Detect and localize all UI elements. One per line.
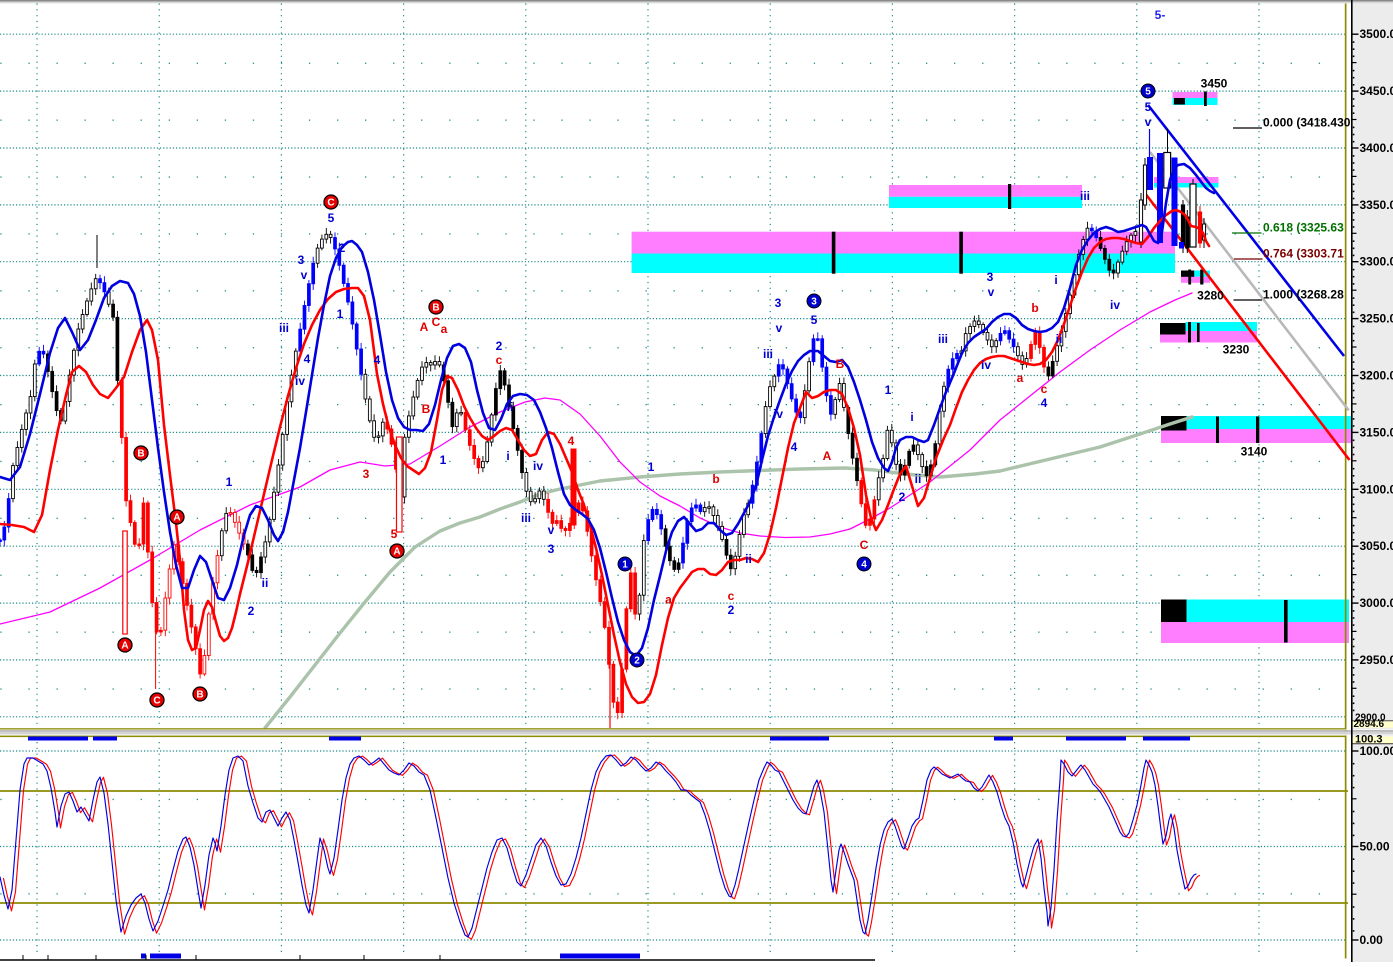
svg-text:3350.0: 3350.0 bbox=[1360, 198, 1393, 212]
svg-text:4: 4 bbox=[791, 440, 798, 454]
svg-text:4: 4 bbox=[304, 352, 311, 366]
svg-text:3: 3 bbox=[298, 253, 305, 267]
svg-text:2950.0: 2950.0 bbox=[1360, 653, 1393, 667]
svg-text:4: 4 bbox=[861, 560, 867, 571]
svg-text:iii: iii bbox=[763, 347, 773, 361]
svg-text:C: C bbox=[153, 696, 160, 707]
svg-text:4: 4 bbox=[568, 434, 575, 448]
svg-text:i: i bbox=[1054, 273, 1057, 287]
svg-text:iv: iv bbox=[981, 358, 991, 372]
svg-text:v: v bbox=[548, 523, 555, 537]
svg-text:3: 3 bbox=[775, 296, 782, 310]
svg-text:c: c bbox=[496, 353, 503, 367]
svg-text:3150.0: 3150.0 bbox=[1360, 425, 1393, 439]
svg-text:3: 3 bbox=[811, 297, 817, 308]
svg-text:ii: ii bbox=[507, 400, 514, 414]
svg-text:1: 1 bbox=[622, 560, 628, 571]
svg-text:b: b bbox=[712, 472, 719, 486]
svg-text:2: 2 bbox=[634, 656, 640, 667]
svg-text:B: B bbox=[432, 303, 439, 314]
svg-text:b: b bbox=[1031, 301, 1038, 315]
svg-text:iv: iv bbox=[533, 459, 543, 473]
svg-text:iii: iii bbox=[521, 511, 531, 525]
svg-text:C: C bbox=[432, 315, 441, 329]
svg-text:3000.0: 3000.0 bbox=[1360, 596, 1393, 610]
svg-text:ii: ii bbox=[1056, 332, 1063, 346]
svg-text:ii: ii bbox=[915, 472, 922, 486]
svg-text:A: A bbox=[420, 320, 429, 334]
svg-text:v: v bbox=[301, 268, 308, 282]
svg-text:2: 2 bbox=[248, 604, 255, 618]
svg-text:a: a bbox=[1017, 371, 1024, 385]
svg-text:3250.0: 3250.0 bbox=[1360, 312, 1393, 326]
svg-text:a: a bbox=[441, 322, 448, 336]
svg-text:5: 5 bbox=[811, 313, 818, 327]
svg-text:3450.0: 3450.0 bbox=[1360, 84, 1393, 98]
svg-text:B: B bbox=[137, 449, 144, 460]
svg-text:5-: 5- bbox=[1155, 8, 1166, 22]
svg-text:2: 2 bbox=[728, 603, 735, 617]
svg-text:3050.0: 3050.0 bbox=[1360, 539, 1393, 553]
svg-text:3100.0: 3100.0 bbox=[1360, 482, 1393, 496]
svg-text:3500.0: 3500.0 bbox=[1360, 27, 1393, 41]
svg-text:a: a bbox=[665, 593, 672, 607]
svg-text:4: 4 bbox=[1041, 396, 1048, 410]
svg-text:0.000 (3418.430: 0.000 (3418.430 bbox=[1263, 116, 1351, 130]
svg-text:c: c bbox=[728, 589, 735, 603]
svg-text:0.00: 0.00 bbox=[1360, 933, 1384, 947]
svg-text:2: 2 bbox=[899, 490, 906, 504]
svg-text:5: 5 bbox=[1145, 87, 1151, 98]
svg-text:iii: iii bbox=[1080, 189, 1090, 203]
svg-text:1: 1 bbox=[226, 475, 233, 489]
svg-text:i: i bbox=[506, 449, 509, 463]
svg-text:iii: iii bbox=[938, 332, 948, 346]
svg-text:iv: iv bbox=[295, 374, 305, 388]
svg-text:5: 5 bbox=[391, 527, 398, 541]
svg-text:v: v bbox=[988, 285, 995, 299]
svg-text:3230: 3230 bbox=[1223, 343, 1250, 357]
svg-text:B: B bbox=[836, 357, 845, 371]
svg-text:3140: 3140 bbox=[1241, 445, 1268, 459]
svg-text:B: B bbox=[422, 402, 431, 416]
svg-text:C: C bbox=[327, 198, 334, 209]
svg-text:i: i bbox=[910, 410, 913, 424]
svg-text:3200.0: 3200.0 bbox=[1360, 369, 1393, 383]
svg-text:3: 3 bbox=[548, 542, 555, 556]
svg-text:3: 3 bbox=[987, 270, 994, 284]
svg-text:0.764 (3303.71: 0.764 (3303.71 bbox=[1263, 247, 1344, 261]
svg-text:iv: iv bbox=[1110, 298, 1120, 312]
svg-text:v: v bbox=[1145, 115, 1152, 129]
svg-text:3: 3 bbox=[363, 467, 370, 481]
svg-text:A: A bbox=[393, 547, 400, 558]
svg-text:2894.6: 2894.6 bbox=[1354, 719, 1385, 730]
svg-text:A: A bbox=[823, 449, 832, 463]
svg-text:3280: 3280 bbox=[1197, 289, 1224, 303]
svg-text:50.00: 50.00 bbox=[1360, 840, 1390, 854]
svg-text:A: A bbox=[173, 513, 180, 524]
svg-text:2: 2 bbox=[496, 339, 503, 353]
svg-text:5: 5 bbox=[328, 211, 335, 225]
svg-text:iv: iv bbox=[773, 407, 783, 421]
svg-text:0.618 (3325.63: 0.618 (3325.63 bbox=[1263, 221, 1344, 235]
svg-text:1.000 (3268.28: 1.000 (3268.28 bbox=[1263, 288, 1344, 302]
svg-text:ii: ii bbox=[262, 576, 269, 590]
svg-text:3300.0: 3300.0 bbox=[1360, 255, 1393, 269]
svg-text:c: c bbox=[1041, 382, 1048, 396]
svg-text:1: 1 bbox=[440, 453, 447, 467]
svg-text:2: 2 bbox=[339, 241, 346, 255]
svg-text:v: v bbox=[776, 321, 783, 335]
svg-text:B: B bbox=[196, 690, 203, 701]
svg-text:C: C bbox=[860, 538, 869, 552]
svg-text:ii: ii bbox=[745, 552, 752, 566]
svg-text:3400.0: 3400.0 bbox=[1360, 141, 1393, 155]
svg-text:4: 4 bbox=[374, 353, 381, 367]
svg-text:1: 1 bbox=[885, 383, 892, 397]
svg-text:1: 1 bbox=[648, 460, 655, 474]
svg-text:iii: iii bbox=[279, 321, 289, 335]
svg-text:100.00: 100.00 bbox=[1360, 744, 1393, 758]
svg-text:1: 1 bbox=[337, 307, 344, 321]
svg-text:5: 5 bbox=[1145, 100, 1152, 114]
svg-text:A: A bbox=[121, 641, 128, 652]
svg-text:3450: 3450 bbox=[1201, 77, 1228, 91]
